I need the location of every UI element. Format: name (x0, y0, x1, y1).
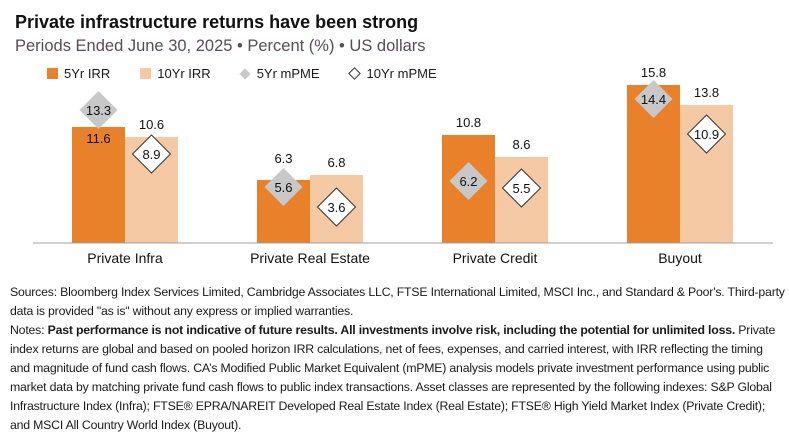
marker-5yr-mpme (264, 168, 303, 206)
marker-5yr-mpme (449, 162, 488, 200)
marker-value-label: 5.5 (512, 181, 530, 196)
marker-5yr-mpme (79, 91, 118, 129)
category-label: Private Credit (453, 250, 538, 266)
chart-title: Private infrastructure returns have been… (15, 12, 419, 32)
legend-swatch (140, 68, 152, 79)
marker-10yr-mpme (501, 168, 542, 208)
legend-label: 10Yr IRR (157, 66, 211, 81)
legend-label: 5Yr IRR (64, 66, 111, 81)
chart-subtitle: Periods Ended June 30, 2025 • Percent (%… (15, 37, 426, 55)
notes-bold: Past performance is not indicative of fu… (47, 323, 736, 337)
category-label: Private Real Estate (250, 250, 370, 266)
marker-10yr-mpme (131, 134, 172, 174)
bar-value-label: 10.8 (456, 115, 481, 130)
bar-value-label: 11.6 (86, 131, 110, 146)
notes-body: Private index returns are global and bas… (10, 323, 776, 432)
bar-value-label: 13.8 (694, 85, 719, 100)
legend-item-5yr-irr: 5Yr IRR (47, 66, 110, 81)
bar-value-label: 6.3 (274, 151, 292, 166)
marker-value-label: 6.2 (459, 174, 477, 189)
legend-item-10yr-irr: 10Yr IRR (140, 66, 211, 81)
marker-value-label: 3.6 (327, 200, 345, 215)
marker-5yr-mpme (634, 80, 673, 118)
marker-10yr-mpme (316, 187, 357, 227)
bar-value-label: 15.8 (641, 65, 666, 80)
bar-value-label: 6.8 (327, 155, 345, 170)
sources-text: Sources: Bloomberg Index Services Limite… (10, 285, 785, 318)
notes-label: Notes: (10, 323, 48, 337)
legend-swatch (47, 68, 58, 79)
marker-value-label: 10.9 (694, 127, 719, 142)
marker-value-label: 5.6 (274, 180, 292, 195)
bar-chart: 13.3 8.9 11.6 10.6 Private Infra 5.6 3.6 6.3 6.8… (33, 65, 773, 266)
legend: 5Yr IRR 10Yr IRR 5Yr mPME 10Yr mPME (47, 66, 467, 81)
legend-label: 10Yr mPME (366, 66, 437, 81)
bar-5yr-irr (72, 127, 125, 243)
legend-item-5yr-mpme: 5Yr mPME (239, 66, 320, 81)
marker-10yr-mpme (686, 114, 727, 154)
legend-item-10yr-mpme: 10Yr mPME (347, 66, 437, 81)
category-label: Private Infra (87, 250, 163, 266)
legend-label: 5Yr mPME (256, 66, 320, 81)
marker-value-label: 8.9 (142, 147, 160, 162)
bar-value-label: 10.6 (139, 117, 164, 132)
notes-text: Notes: Past performance is not indicativ… (10, 321, 785, 435)
marker-value-label: 14.4 (641, 92, 666, 107)
bar-value-label: 8.6 (512, 137, 530, 152)
category-label: Buyout (658, 250, 702, 266)
footnotes: Sources: Bloomberg Index Services Limite… (10, 283, 785, 435)
marker-value-label: 13.3 (86, 103, 111, 118)
